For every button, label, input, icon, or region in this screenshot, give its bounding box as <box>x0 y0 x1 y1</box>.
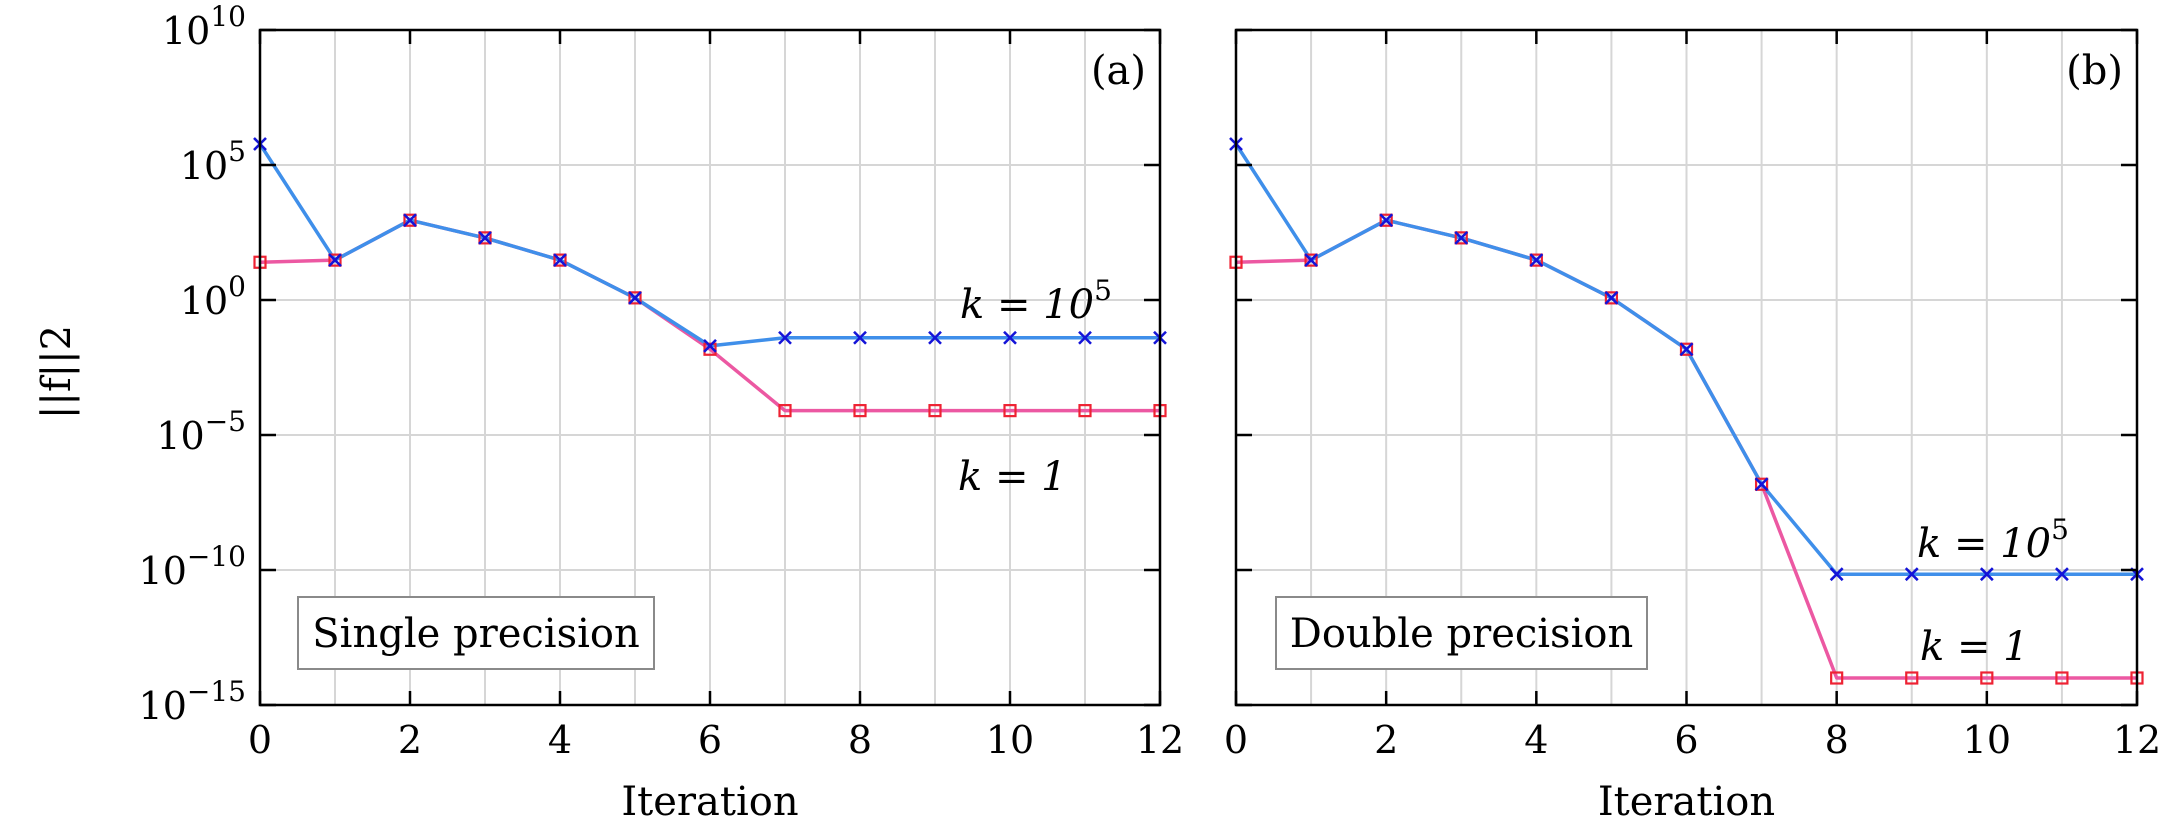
data-point-k1e5 <box>1754 477 1769 492</box>
data-point-k1e5 <box>1679 342 1694 357</box>
series-label-k1e5: k = 105 <box>960 274 1112 328</box>
grid <box>260 30 1160 705</box>
panel-a: 0 2 4 6 8 10 12 1010 105 100 10−5 10−10 10−15 Iterati… <box>139 0 1185 825</box>
x-tick-label: 12 <box>2113 718 2161 762</box>
x-tick-label: 2 <box>1374 718 1398 762</box>
data-point-k1 <box>478 231 492 245</box>
data-point-k1e5 <box>1829 567 1844 582</box>
annotation-text: Single precision <box>312 611 640 657</box>
x-tick-label: 4 <box>1524 718 1548 762</box>
data-point-k1 <box>628 291 642 305</box>
x-axis-title: Iteration <box>621 779 798 825</box>
panel-label: (b) <box>2066 48 2123 94</box>
data-point-k1 <box>778 404 792 418</box>
data-point-k1 <box>1003 404 1017 418</box>
ticks <box>258 28 1162 707</box>
data-point-k1 <box>1379 213 1393 227</box>
series-label-k1: k = 1 <box>958 454 1067 500</box>
ticks <box>1234 28 2139 707</box>
grid <box>1236 30 2137 705</box>
y-tick-label: 10−10 <box>139 540 246 593</box>
data-point-k1e5 <box>853 330 867 345</box>
data-point-k1 <box>1754 477 1769 491</box>
data-point-k1e5 <box>553 253 567 268</box>
x-tick-label: 8 <box>1825 718 1849 762</box>
data-point-k1 <box>1454 231 1468 245</box>
y-tick-label: 1010 <box>162 0 246 53</box>
annotation-text: Double precision <box>1290 611 1633 657</box>
panel-label: (a) <box>1091 48 1146 94</box>
series-label-k1: k = 1 <box>1920 624 2029 670</box>
x-tick-label: 4 <box>548 718 572 762</box>
data-point-k1e5 <box>478 230 492 245</box>
x-axis-title: Iteration <box>1598 779 1775 825</box>
data-point-k1e5 <box>703 338 717 353</box>
data-point-k1 <box>1980 671 1994 685</box>
series-label-k1e5: k = 105 <box>1917 513 2069 567</box>
data-point-k1e5 <box>1979 567 1994 582</box>
x-tick-label: 6 <box>698 718 722 762</box>
data-point-k1 <box>1679 342 1694 356</box>
annotation-box <box>1275 596 1648 670</box>
data-point-k1e5 <box>1078 330 1092 345</box>
panel-b: 0 2 4 6 8 10 12 Iteration (b) Double precision k =… <box>1224 28 2161 825</box>
data-point-k1e5 <box>403 213 417 228</box>
data-point-k1e5 <box>1604 290 1619 305</box>
data-point-k1e5 <box>1454 230 1469 245</box>
data-point-k1e5 <box>1304 253 1319 268</box>
data-point-k1 <box>403 213 417 227</box>
data-point-k1e5 <box>1529 253 1544 268</box>
y-tick-label: 105 <box>180 135 246 188</box>
annotation-box <box>297 596 655 670</box>
data-point-k1e5 <box>328 253 342 268</box>
data-point-k1 <box>853 404 867 418</box>
x-tick-label: 6 <box>1674 718 1698 762</box>
data-point-k1 <box>328 253 342 267</box>
data-point-k1 <box>703 342 717 356</box>
data-point-k1 <box>1529 253 1543 267</box>
data-point-k1e5 <box>928 330 942 345</box>
data-point-k1e5 <box>1379 213 1394 228</box>
data-point-k1e5 <box>778 330 792 345</box>
x-tick-label: 2 <box>398 718 422 762</box>
y-tick-label: 100 <box>180 270 246 323</box>
y-tick-label: 10−5 <box>156 405 246 458</box>
data-point-k1e5 <box>1003 330 1017 345</box>
data-point-k1 <box>1905 671 1919 685</box>
data-point-k1e5 <box>2054 567 2069 582</box>
y-tick-label: 10−15 <box>139 675 246 728</box>
x-tick-label: 0 <box>248 718 272 762</box>
x-tick-label: 0 <box>1224 718 1248 762</box>
x-tick-label: 8 <box>848 718 872 762</box>
data-point-k1e5 <box>1904 567 1919 582</box>
data-point-k1e5 <box>628 290 642 305</box>
x-tick-label: 10 <box>986 718 1034 762</box>
data-point-k1 <box>1604 291 1619 305</box>
x-tick-label: 10 <box>1963 718 2011 762</box>
data-point-k1 <box>928 404 942 418</box>
data-point-k1 <box>2055 671 2069 685</box>
data-point-k1 <box>1304 253 1318 267</box>
data-point-k1 <box>1078 404 1092 418</box>
x-tick-label: 12 <box>1136 718 1184 762</box>
data-point-k1 <box>1830 671 1844 685</box>
precision-annotation: Double precision <box>1275 596 1648 670</box>
precision-annotation: Single precision <box>297 596 655 670</box>
y-axis-title: ||f||2 <box>34 325 80 419</box>
data-point-k1 <box>553 253 567 267</box>
